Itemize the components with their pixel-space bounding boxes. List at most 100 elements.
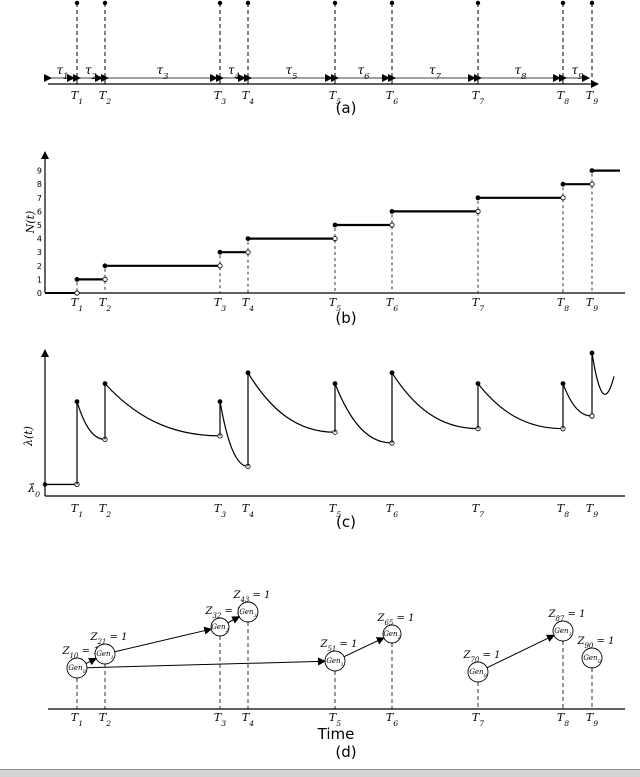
panel-d-time-label: Time (317, 725, 355, 743)
panel-d-node (237, 601, 259, 623)
window-bottom-edge (0, 769, 640, 777)
panel-d-z-label: Z21 = 1 (90, 632, 128, 646)
panel-d-node-label: Gen2 (211, 623, 228, 634)
panel-d-z-label: Z32 = 1 (205, 606, 243, 620)
panel-b-closed-dot (74, 277, 80, 282)
panel-a-interval-label: τ1 (57, 63, 69, 81)
panel-a-interval-label: τ9 (572, 63, 585, 81)
panel-b-closed-dot (102, 263, 108, 269)
panel-b-closed-dot (589, 168, 595, 174)
panel-a-event-label: T7 (472, 89, 484, 106)
panel-d-event-label: T1 (71, 711, 83, 728)
panel-b-closed-dot (389, 209, 395, 214)
panel-d-node (94, 643, 116, 665)
panel-a-event-label: T9 (586, 89, 598, 106)
panel-d-node-label: Gen1 (96, 650, 113, 661)
panel-d-node-label: Gen0 (68, 664, 85, 675)
panel-a-event-dot (74, 0, 80, 6)
panel-d-node (552, 620, 574, 642)
panel-c-event-label: T9 (586, 502, 598, 519)
panel-a-interval-label: τ6 (358, 63, 371, 81)
panel-b-y-tick-label: 7 (37, 194, 42, 203)
panel-d-event-label: T3 (214, 711, 226, 728)
panel-b-event-label: T2 (99, 296, 111, 313)
panel-b-closed-dot (475, 195, 481, 201)
panel-c-decay-curve (76, 401, 106, 440)
panel-b-closed-dot (245, 236, 251, 242)
panel-d-edge (86, 657, 327, 669)
panel-c-decay-curve (334, 383, 393, 444)
panel-b-y-tick-label: 5 (37, 221, 42, 230)
panel-a-event-dot (589, 0, 595, 6)
panel-b-event-label: T3 (214, 296, 226, 313)
panel-b-y-label: N(t) (24, 211, 37, 235)
panel-d-node-label: Gen1 (554, 627, 571, 638)
panel-a-event-dot (102, 0, 108, 6)
panel-d-node-label: Gen3 (239, 608, 256, 619)
panel-d-event-label: T2 (99, 711, 111, 728)
panel-a-event-dot (217, 0, 223, 6)
panel-a-event-dot (245, 0, 251, 6)
panel-b-caption: (b) (335, 309, 356, 327)
panel-a-event-dot (560, 0, 566, 6)
panel-b-event-label: T6 (386, 296, 398, 313)
panel-d-z-label: Z51 = 1 (320, 639, 358, 653)
panel-c-decay-curve (104, 383, 221, 437)
panel-d-z-label: Z65 = 1 (377, 613, 415, 627)
panel-a-event-label: T5 (329, 89, 341, 106)
panel-c-event-label: T8 (557, 502, 569, 519)
panel-d-node (66, 657, 88, 679)
panel-d-event-label: T9 (586, 711, 598, 728)
panel-b-y-tick-label: 6 (37, 207, 42, 216)
panel-d-node-label: Gen0 (583, 654, 600, 665)
panel-b-event-label: T5 (329, 296, 341, 313)
panel-d-event-label: T5 (329, 711, 341, 728)
panel-c-open-dot (589, 413, 595, 419)
panel-d-z-label: Z43 = 1 (233, 590, 271, 604)
panel-b-event-label: T7 (472, 296, 484, 313)
panel-a-interval-label: τ2 (85, 63, 97, 81)
panel-a-caption: (a) (336, 99, 357, 117)
panel-a-event-label: T6 (386, 89, 398, 106)
panel-a-event-timeline: T1 T2 T3 T4 T5 T6 T7 T8 T9 τ1 τ2 τ3 τ4 τ5 τ6 τ7 τ8 τ9 (44, 0, 599, 106)
panel-d-node (382, 624, 402, 644)
panel-a-interval-label: τ8 (515, 63, 528, 81)
panel-d-edge (486, 634, 555, 669)
panel-d-node-label: Gen0 (469, 668, 486, 679)
panel-d-caption: (d) (335, 743, 356, 761)
panel-c-closed-dot (42, 482, 48, 487)
panel-c-y-label: λ(t) (22, 426, 35, 447)
panel-c-event-label: T5 (329, 502, 341, 519)
panel-a-event-dot (475, 0, 481, 6)
panel-a-event-label: T4 (242, 89, 254, 106)
panel-d-z-label: Z10 = 1 (62, 646, 100, 660)
panel-d-node (581, 647, 603, 669)
panel-c-baseline-label: λ̂0 (27, 482, 40, 499)
panel-b-y-tick-label: 3 (37, 248, 42, 257)
panel-a-interval-label: τ5 (286, 63, 298, 81)
panel-c-event-label: T4 (242, 502, 254, 519)
panel-d-event-label: T8 (557, 711, 569, 728)
panel-a-event-label: T2 (99, 89, 111, 106)
panel-d-z-label: Z70 = 1 (463, 650, 501, 664)
panel-d-edge (114, 626, 213, 653)
panel-d-z-label: Z87 = 1 (548, 609, 586, 623)
panel-c-decay-curve (247, 372, 336, 433)
panel-c-event-label: T7 (472, 502, 484, 519)
panel-b-y-tick-label: 2 (37, 262, 42, 271)
panel-b-closed-dot (217, 249, 223, 255)
panel-c-decay-curve (591, 352, 615, 395)
panel-d-z-label: Z90 = 1 (577, 636, 615, 650)
panel-b-event-label: T1 (71, 296, 83, 313)
panel-b-y-tick-label: 4 (37, 235, 42, 244)
panel-a-event-dot (389, 0, 395, 6)
panel-c-event-label: T6 (386, 502, 398, 519)
panel-b-y-tick-label: 1 (37, 275, 42, 284)
panel-c-event-label: T3 (214, 502, 226, 519)
panel-d-event-label: T7 (472, 711, 484, 728)
panel-c-event-label: T2 (99, 502, 111, 519)
panel-d-edge (227, 616, 241, 624)
panel-d-branching-structure: Gen0 Z10 = 1 T1 Gen1 Z21 = 1 T2 Gen2 Z32 = 1 T3 G… (48, 590, 625, 728)
panel-b-event-label: T8 (557, 296, 569, 313)
